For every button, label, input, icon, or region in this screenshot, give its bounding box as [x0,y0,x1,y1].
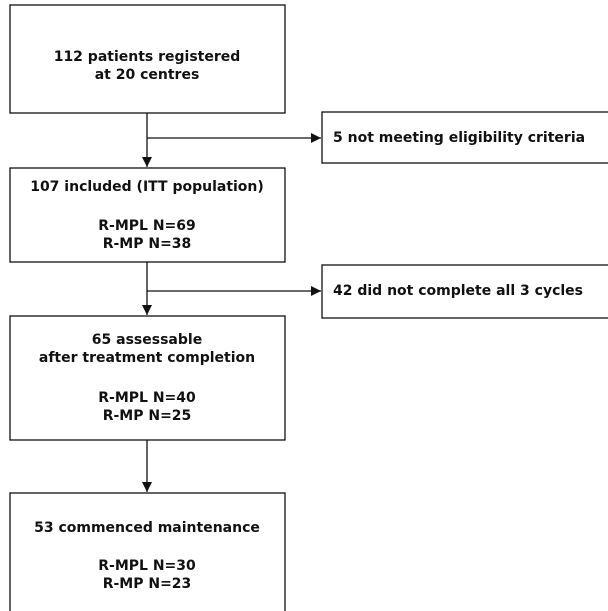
box [9,167,286,263]
side-box [321,264,608,319]
label: 65 assessable [92,332,202,348]
label: 42 did not complete all 3 cycles [333,283,583,299]
label: R-MP N=25 [103,408,192,424]
label: R-MPL N=69 [98,218,196,234]
side-box [321,111,608,164]
label: R-MPL N=30 [98,558,196,574]
label: R-MP N=38 [103,236,192,252]
label: 5 not meeting eligibility criteria [333,130,585,146]
box [9,315,286,441]
box [9,4,286,114]
label: R-MP N=23 [103,576,192,592]
labels: 112 patients registered at 20 centres 107 … [30,49,585,592]
label: after treatment completion [39,350,255,366]
label: 53 commenced maintenance [34,520,260,536]
label: 107 included (ITT population) [30,179,264,195]
box [9,492,286,611]
label: R-MPL N=40 [98,390,196,406]
label: at 20 centres [95,67,200,83]
label: 112 patients registered [54,49,241,65]
